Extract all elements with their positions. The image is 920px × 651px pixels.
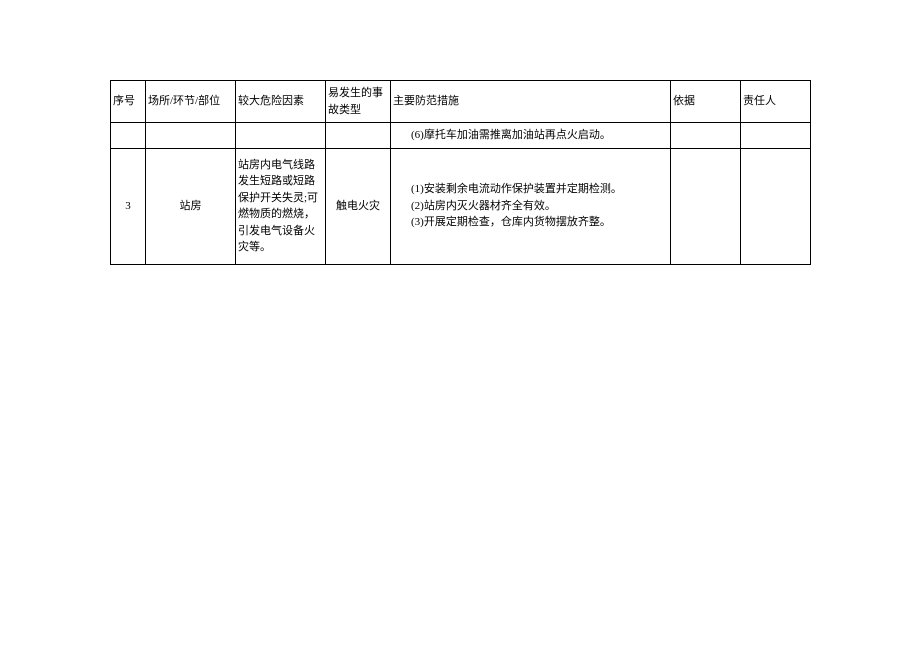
table-header-row: 序号 场所/环节/部位 较大危险因素 易发生的事故类型 主要防范措施 依据 责任… bbox=[111, 81, 811, 123]
cell-location: 站房 bbox=[146, 148, 236, 264]
table-row: 3 站房 站房内电气线路发生短路或短路保护开关失灵;可燃物质的燃烧，引发电气设备… bbox=[111, 148, 811, 264]
header-location: 场所/环节/部位 bbox=[146, 81, 236, 123]
measure-item: (1)安装剩余电流动作保护装置并定期检测。 bbox=[393, 181, 668, 198]
cell-basis bbox=[671, 123, 741, 149]
cell-accident-type: 触电火灾 bbox=[326, 148, 391, 264]
header-basis: 依据 bbox=[671, 81, 741, 123]
measure-item: (2)站房内灭火器材齐全有效。 bbox=[393, 198, 668, 215]
cell-measures: (6)摩托车加油需推离加油站再点火启动。 bbox=[391, 123, 671, 149]
header-accident-type: 易发生的事故类型 bbox=[326, 81, 391, 123]
hazard-table: 序号 场所/环节/部位 较大危险因素 易发生的事故类型 主要防范措施 依据 责任… bbox=[110, 80, 811, 265]
cell-measures: (1)安装剩余电流动作保护装置并定期检测。 (2)站房内灭火器材齐全有效。 (3… bbox=[391, 148, 671, 264]
header-seq: 序号 bbox=[111, 81, 146, 123]
cell-responsible bbox=[741, 123, 811, 149]
header-responsible: 责任人 bbox=[741, 81, 811, 123]
cell-risk: 站房内电气线路发生短路或短路保护开关失灵;可燃物质的燃烧，引发电气设备火灾等。 bbox=[236, 148, 326, 264]
header-risk: 较大危险因素 bbox=[236, 81, 326, 123]
measure-item: (6)摩托车加油需推离加油站再点火启动。 bbox=[393, 127, 668, 144]
cell-basis bbox=[671, 148, 741, 264]
header-measures: 主要防范措施 bbox=[391, 81, 671, 123]
cell-seq bbox=[111, 123, 146, 149]
cell-location bbox=[146, 123, 236, 149]
cell-responsible bbox=[741, 148, 811, 264]
cell-risk bbox=[236, 123, 326, 149]
cell-accident-type bbox=[326, 123, 391, 149]
table-row: (6)摩托车加油需推离加油站再点火启动。 bbox=[111, 123, 811, 149]
cell-seq: 3 bbox=[111, 148, 146, 264]
measure-item: (3)开展定期检查，仓库内货物摆放齐整。 bbox=[393, 214, 668, 231]
